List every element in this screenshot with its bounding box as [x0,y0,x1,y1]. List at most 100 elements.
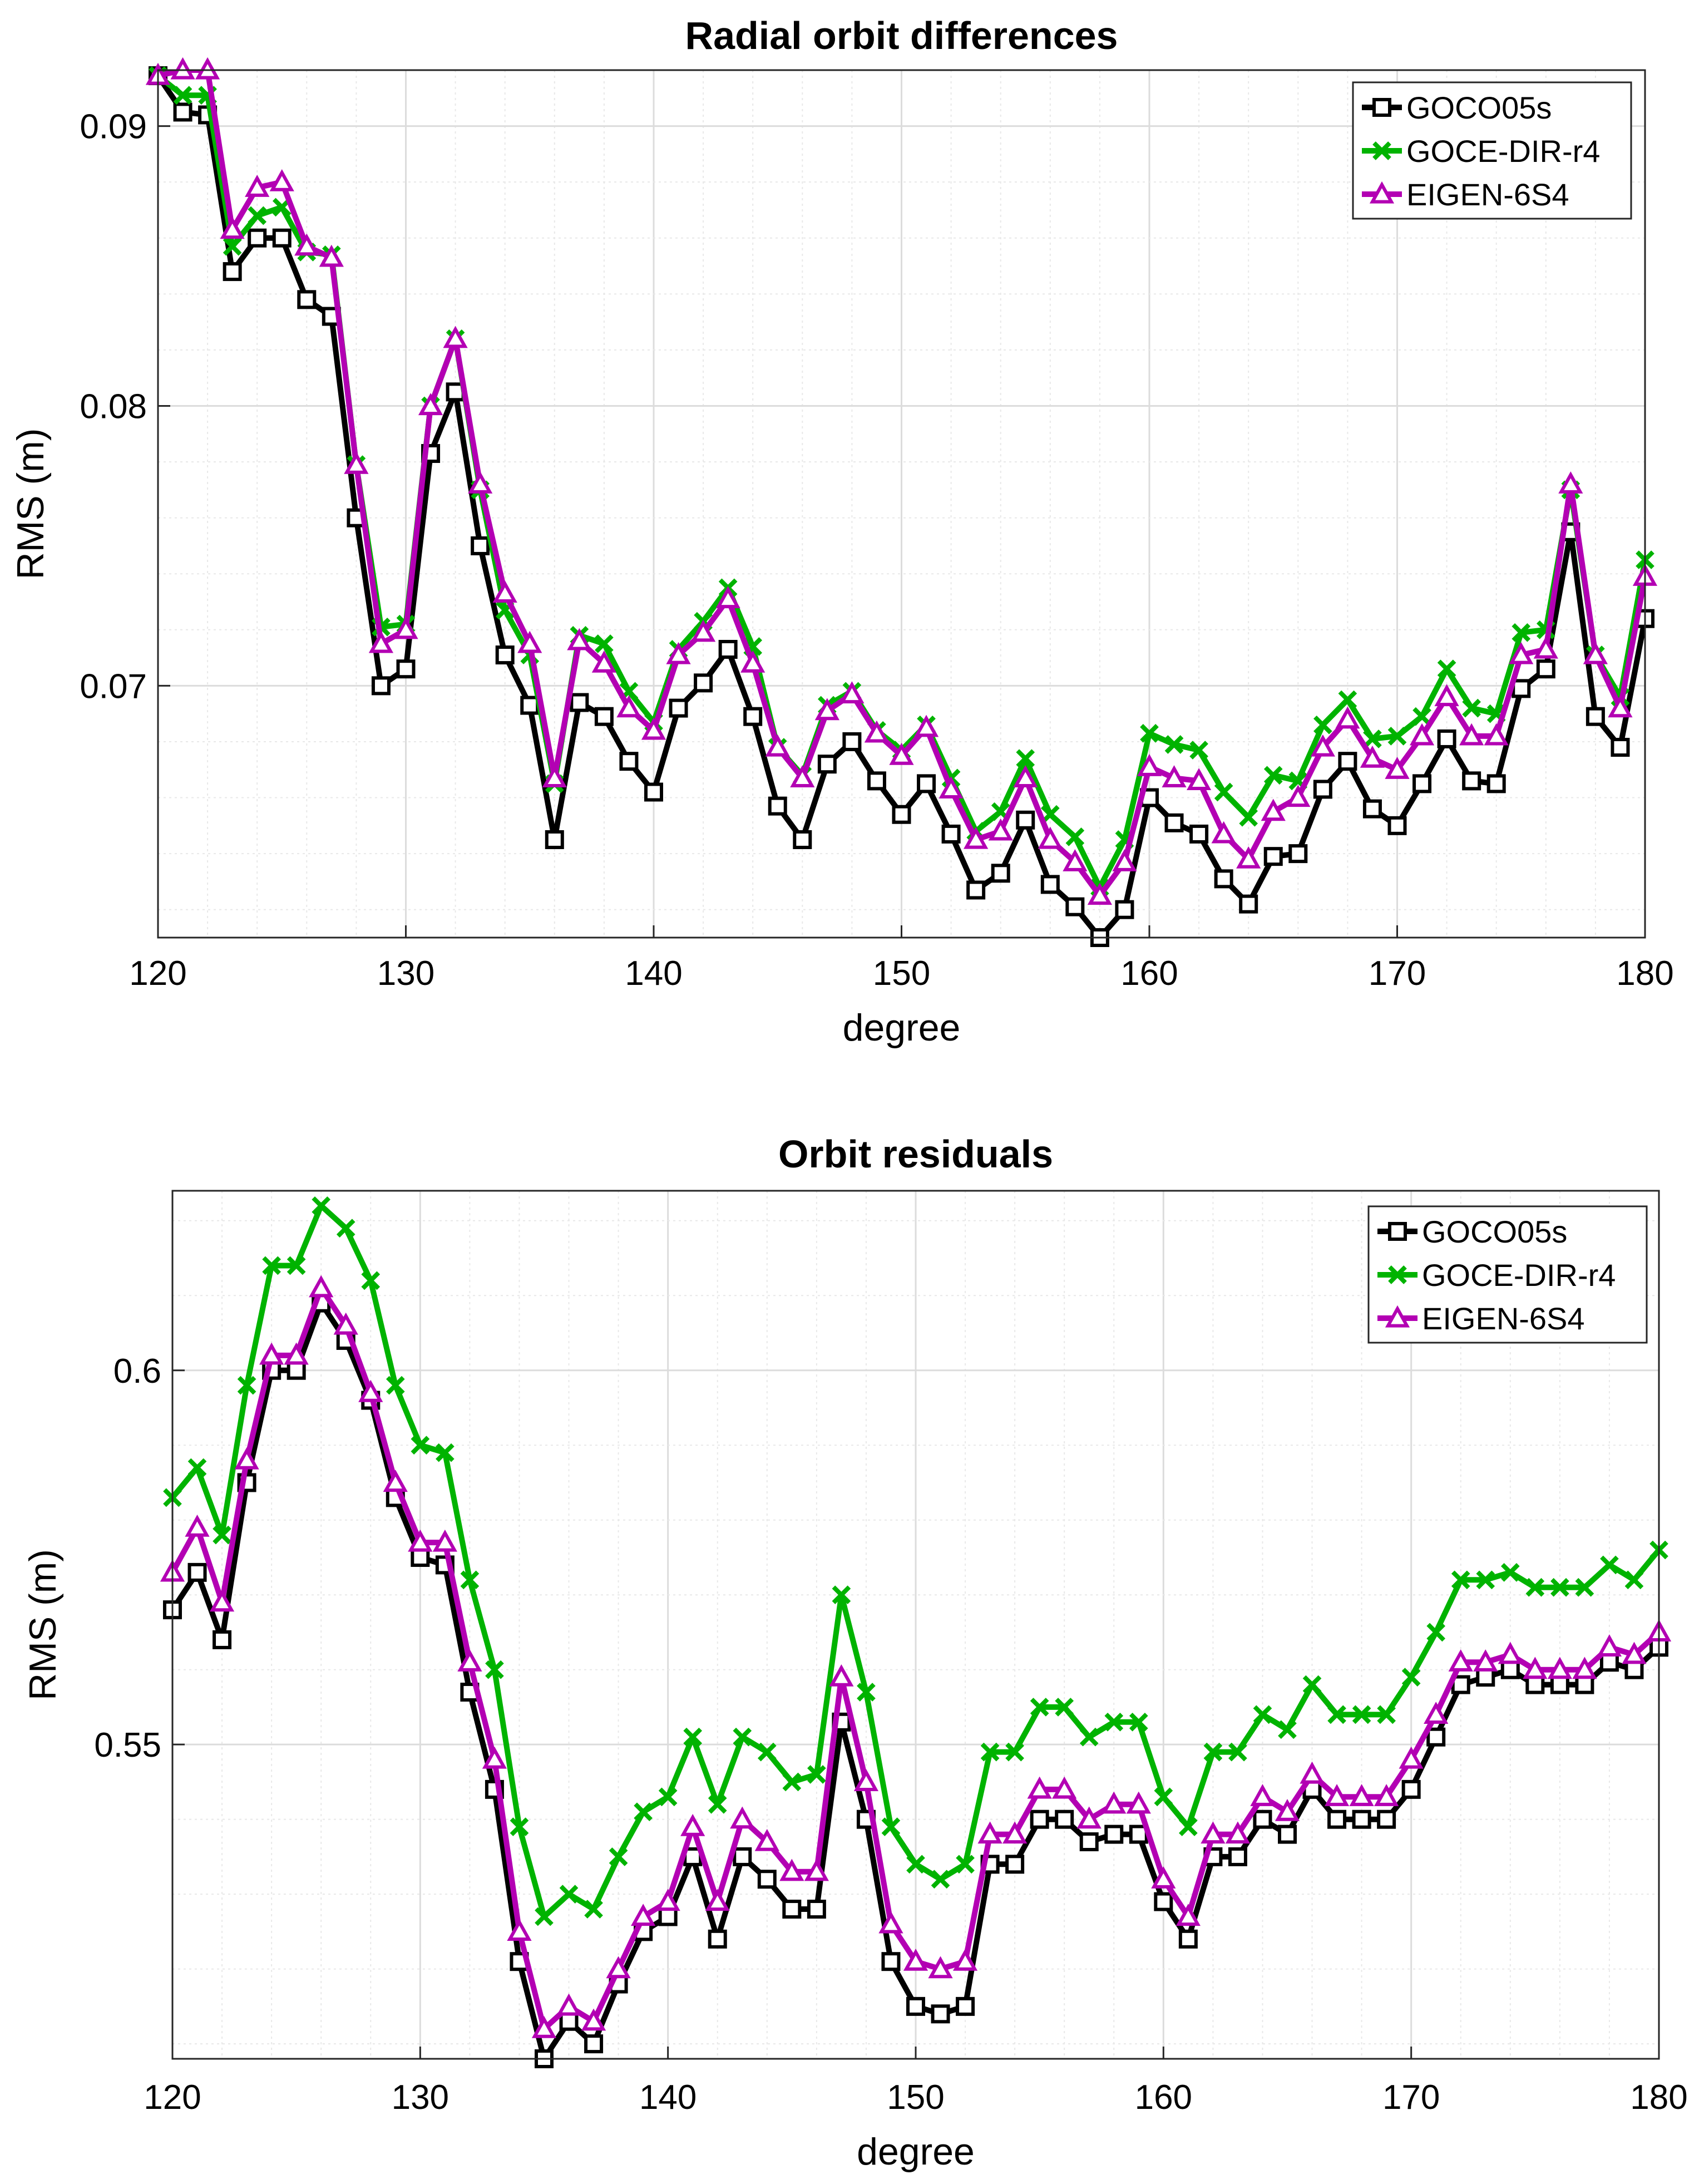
data-point-goce-dir-r4 [336,1219,355,1238]
legend-item-eigen-6s4: EIGEN-6S4 [1362,177,1569,212]
data-point-goco05s [173,102,192,122]
data-point-eigen-6s4 [1052,1776,1077,1799]
data-point-eigen-6s4 [591,650,616,673]
data-point-eigen-6s4 [1360,745,1385,768]
y-tick-label: 0.6 [113,1352,161,1391]
data-point-eigen-6s4 [1558,471,1583,494]
data-point-goce-dir-r4 [411,1436,430,1455]
data-point-eigen-6s4 [616,695,641,718]
data-point-eigen-6s4 [1310,734,1335,757]
data-point-goco05s [495,645,515,665]
data-point-eigen-6s4 [1434,684,1459,707]
data-point-eigen-6s4 [1102,1791,1127,1814]
data-point-goco05s [807,1900,826,1919]
data-point-goco05s [1278,1825,1297,1844]
data-point-goco05s [991,864,1010,883]
data-point-eigen-6s4 [715,586,740,609]
data-point-eigen-6s4 [839,681,865,704]
data-point-eigen-6s4 [1473,1649,1498,1672]
data-point-goce-dir-r4 [1253,1705,1272,1724]
data-point-goco05s [956,1996,975,2016]
data-point-goco05s [1189,824,1209,844]
data-point-eigen-6s4 [492,580,517,603]
data-point-eigen-6s4 [517,630,542,653]
data-point-eigen-6s4 [170,57,195,80]
data-point-eigen-6s4 [1201,1821,1226,1844]
x-axis-label: degree [843,1007,961,1049]
data-point-goco05s [1065,897,1085,916]
data-point-eigen-6s4 [829,1664,854,1687]
data-point-eigen-6s4 [234,1447,259,1470]
data-point-goce-dir-r4 [237,1376,256,1395]
legend-marker [1369,181,1395,204]
data-point-goco05s [1253,1810,1272,1829]
data-point-goco05s [892,805,911,824]
data-point-eigen-6s4 [641,717,666,740]
data-point-goco05s [584,2034,604,2054]
data-point-goco05s [658,1907,678,1926]
data-point-goce-dir-r4 [931,1870,950,1889]
data-point-goco05s [917,774,936,793]
data-point-eigen-6s4 [913,714,939,737]
data-point-goco05s [223,262,242,282]
data-point-eigen-6s4 [432,1529,457,1552]
data-point-eigen-6s4 [1335,706,1360,729]
data-point-eigen-6s4 [443,326,468,348]
data-point-goce-dir-r4 [1239,807,1258,827]
data-point-eigen-6s4 [393,617,418,639]
data-point-goco05s [1005,1855,1025,1874]
data-point-goco05s [1362,799,1382,819]
data-point-eigen-6s4 [740,650,765,673]
data-point-goco05s [1178,1929,1198,1949]
data-point-eigen-6s4 [468,471,493,494]
data-point-eigen-6s4 [606,1956,631,1979]
data-point-goco05s [545,830,564,849]
data-point-eigen-6s4 [1137,754,1162,776]
data-point-eigen-6s4 [1286,785,1311,807]
data-point-eigen-6s4 [977,1821,1002,1844]
data-point-goco05s [782,1900,802,1919]
data-point-goce-dir-r4 [683,1727,703,1747]
legend-label: EIGEN-6S4 [1422,1301,1585,1336]
data-point-goce-dir-r4 [881,1817,901,1836]
data-point-eigen-6s4 [358,1379,383,1402]
data-point-goco05s [941,824,961,844]
radial-orbit-differences-chart: 120 130 140 150 160 170 180 0.07 0.08 0.09 Radial … [9,14,1674,1049]
data-point-goce-dir-r4 [1302,1675,1322,1694]
data-point-goco05s [768,796,787,816]
legend-label: GOCO05s [1406,90,1552,125]
x-tick-label: 180 [1616,954,1673,993]
chart-title: Orbit residuals [778,1132,1053,1176]
data-point-eigen-6s4 [1187,768,1212,790]
data-point-goco05s [931,2004,950,2024]
data-point-eigen-6s4 [1126,1791,1151,1814]
data-point-goce-dir-r4 [832,1585,851,1605]
data-point-goce-dir-r4 [1426,1623,1446,1642]
data-point-eigen-6s4 [1236,846,1261,869]
data-point-goco05s [1611,738,1630,757]
data-point-goco05s [1263,847,1283,866]
y-tick-label: 0.07 [80,667,147,706]
legend-label: EIGEN-6S4 [1406,177,1569,212]
data-point-eigen-6s4 [309,1275,334,1298]
data-point-goce-dir-r4 [708,1794,727,1814]
data-point-goce-dir-r4 [248,206,267,225]
data-point-eigen-6s4 [1076,1806,1102,1829]
data-point-eigen-6s4 [804,1858,829,1881]
y-tick-label: 0.09 [80,108,147,146]
data-point-goce-dir-r4 [1104,1713,1124,1732]
data-point-goce-dir-r4 [1600,1555,1619,1575]
data-point-eigen-6s4 [482,1746,507,1769]
data-point-goce-dir-r4 [1327,1705,1346,1724]
x-tick-label: 120 [129,954,186,993]
data-point-goce-dir-r4 [1476,1570,1495,1590]
data-point-eigen-6s4 [1459,723,1484,746]
data-point-goco05s [1079,1832,1099,1851]
data-point-goce-dir-r4 [1164,735,1184,754]
data-point-eigen-6s4 [1063,849,1088,871]
data-point-goce-dir-r4 [1203,1742,1223,1762]
data-point-goco05s [1129,1825,1148,1844]
data-point-goce-dir-r4 [782,1772,802,1792]
data-point-eigen-6s4 [1300,1761,1325,1784]
data-point-goco05s [1512,679,1531,698]
